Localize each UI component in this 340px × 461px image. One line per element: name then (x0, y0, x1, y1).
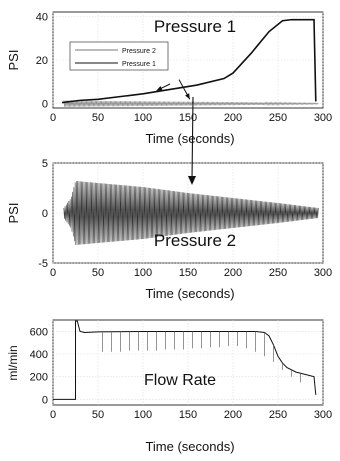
annotation-arrowhead (156, 86, 163, 91)
x-axis-label: Time (seconds) (145, 131, 234, 146)
x-tick-label: 300 (314, 267, 332, 279)
y-tick-label: 200 (30, 372, 48, 384)
series-pressure-1 (61, 18, 317, 104)
x-tick-label: 250 (269, 409, 287, 421)
y-tick-label: 400 (30, 349, 48, 361)
x-tick-label: 250 (269, 267, 287, 279)
y-axis-label: PSI (6, 50, 21, 71)
y-tick-label: 40 (36, 11, 48, 23)
series-layer (53, 320, 317, 400)
x-tick-label: 300 (314, 112, 332, 124)
series-layer (63, 181, 319, 245)
link-arrow (188, 96, 196, 185)
pressure-2-panel: 0 50 100 150 200 250 300-505 Pressure 2 PSI Ti… (6, 158, 332, 301)
y-axis-label: ml/min (6, 345, 20, 380)
series-pressure-2 (63, 100, 319, 107)
x-tick-label: 50 (92, 267, 104, 279)
x-tick-label: 250 (269, 112, 287, 124)
y-tick-label: 0 (42, 99, 48, 111)
tick-labels: 0 50 100 150 200 250 300-505 (38, 158, 332, 279)
legend-box (69, 41, 169, 71)
x-tick-label: 200 (224, 112, 242, 124)
y-tick-label: 600 (30, 326, 48, 338)
chart-title: Pressure 1 (154, 17, 236, 36)
chart-title: Pressure 2 (154, 231, 236, 250)
legend-label-pressure-1: Pressure 1 (122, 61, 156, 68)
x-tick-label: 300 (314, 409, 332, 421)
x-tick-label: 100 (134, 409, 152, 421)
flow-rate-panel: 0 50 100 150 200 250 300 0 200 400 600 Flow Rate m… (6, 319, 333, 454)
series-trace-2 (63, 181, 319, 245)
annotation-arrowhead (185, 93, 190, 100)
tick-labels: 0 50 100 150 200 250 300 0 20 40 (36, 11, 332, 124)
x-tick-label: 0 (50, 267, 56, 279)
x-tick-label: 100 (134, 267, 152, 279)
x-axis-label: Time (seconds) (145, 286, 234, 301)
x-tick-label: 100 (134, 112, 152, 124)
x-axis-label: Time (seconds) (145, 439, 234, 454)
pressure-1-panel: 0 50 100 150 200 250 300 0 20 40 Pressure 1 PSI T… (6, 11, 332, 146)
annotation-arrows (156, 79, 191, 100)
x-tick-label: 200 (224, 267, 242, 279)
y-axis-label: PSI (6, 203, 21, 224)
y-tick-label: -5 (38, 258, 48, 270)
series-layer (61, 18, 319, 107)
x-tick-label: 150 (179, 267, 197, 279)
link-line (191, 96, 194, 181)
x-tick-label: 200 (224, 409, 242, 421)
legend: Pressure 2 Pressure 1 (69, 41, 169, 71)
chart-title: Flow Rate (144, 372, 216, 389)
y-tick-label: 0 (42, 208, 48, 220)
x-tick-label: 50 (92, 112, 104, 124)
link-arrowhead (188, 176, 196, 185)
x-tick-label: 0 (50, 112, 56, 124)
y-tick-label: 5 (42, 158, 48, 170)
x-tick-label: 0 (50, 409, 56, 421)
x-tick-label: 50 (92, 409, 104, 421)
y-tick-label: 0 (42, 394, 48, 406)
tick-labels: 0 50 100 150 200 250 300 0 200 400 600 (30, 326, 333, 421)
x-tick-label: 150 (179, 112, 197, 124)
legend-label-pressure-2: Pressure 2 (122, 48, 156, 55)
y-tick-label: 20 (36, 55, 48, 67)
x-tick-label: 150 (179, 409, 197, 421)
